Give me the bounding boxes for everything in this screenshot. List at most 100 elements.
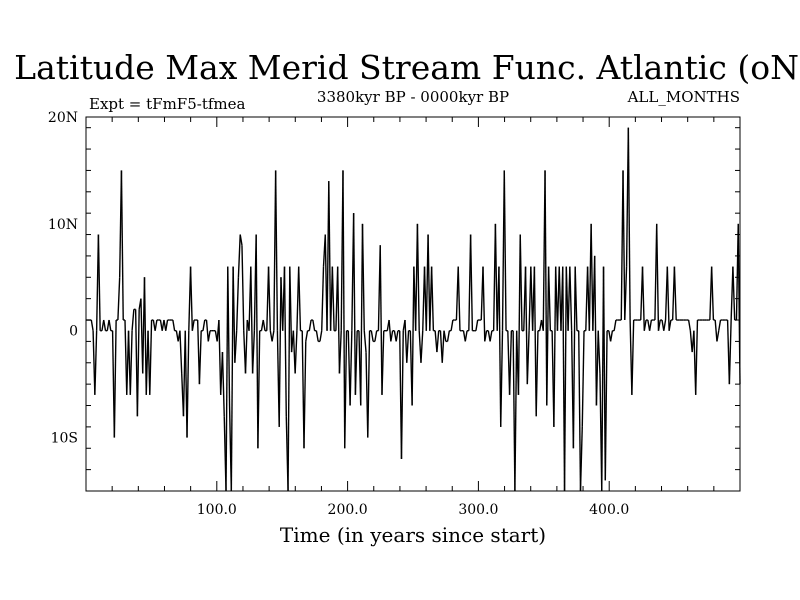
series-segment	[489, 330, 493, 342]
series-segment	[590, 223, 594, 331]
series-segment	[533, 266, 537, 417]
series-segment	[718, 319, 722, 331]
y-tick-label: 10S	[51, 431, 78, 447]
series-segment	[367, 330, 371, 438]
series-segment	[514, 330, 518, 492]
series-segment	[227, 266, 231, 406]
series-segment	[165, 319, 169, 331]
series-segment	[643, 319, 647, 331]
series-segment	[446, 330, 451, 342]
series-segment	[648, 319, 653, 331]
series-segment	[663, 319, 667, 331]
series-segment	[406, 330, 410, 363]
series-segment	[149, 320, 153, 395]
series-segment	[450, 319, 454, 331]
series-segment	[519, 234, 523, 331]
series-segment	[657, 319, 661, 331]
series-segment	[207, 330, 211, 342]
series-segment	[239, 234, 243, 246]
y-tick-label: 20N	[48, 110, 78, 126]
series-segment	[569, 266, 573, 331]
series-segment	[379, 245, 383, 395]
y-tick-label: 10N	[48, 217, 78, 233]
series-segment	[287, 266, 291, 492]
series-segment	[338, 330, 342, 374]
series-segment	[535, 330, 539, 417]
series-segment	[136, 309, 140, 417]
series-segment	[593, 255, 598, 406]
series-segment	[381, 330, 385, 395]
series-segment	[321, 266, 325, 331]
series-segment	[108, 319, 112, 331]
series-segment	[342, 170, 346, 449]
series-segment	[129, 330, 133, 395]
series-segment	[482, 266, 486, 342]
series-segment	[563, 266, 568, 492]
series-segment	[544, 170, 548, 406]
series-segment	[464, 330, 468, 342]
series-segment	[235, 277, 240, 331]
series-segment	[475, 319, 479, 331]
series-segment	[198, 330, 202, 385]
x-tick-label: 200.0	[328, 502, 368, 518]
series-segment	[694, 320, 699, 395]
series-segment	[319, 330, 323, 342]
series-segment	[120, 170, 124, 321]
series-segment	[641, 266, 645, 331]
x-axis-label: Time (in years since start)	[280, 523, 546, 547]
series-segment	[303, 341, 307, 449]
series-segment	[597, 330, 601, 374]
series-segment	[308, 319, 312, 331]
series-segment	[457, 266, 461, 331]
series-segment	[250, 266, 254, 374]
series-segment	[251, 330, 256, 374]
series-segment	[732, 266, 736, 321]
series-segment	[312, 319, 316, 331]
series-segment	[205, 319, 209, 342]
series-segment	[154, 319, 158, 331]
series-segment	[627, 127, 631, 321]
chart-subtitle-left: Expt = tFmF5-tfmea	[89, 95, 246, 113]
series-segment	[631, 320, 635, 395]
chart-subtitle-center: 3380kyr BP - 0000kyr BP	[317, 88, 509, 106]
series-segment	[581, 330, 585, 427]
series-segment	[294, 330, 298, 374]
series-segment	[416, 223, 420, 331]
series-segment	[305, 330, 309, 342]
series-segment	[595, 330, 599, 406]
series-segment	[526, 330, 530, 385]
chart-subtitle-right: ALL_MONTHS	[627, 88, 740, 106]
series-segment	[668, 319, 672, 331]
plot-area	[86, 127, 741, 492]
series-segment	[604, 330, 608, 481]
series-segment	[278, 277, 282, 427]
series-segment	[297, 266, 302, 331]
series-segment	[503, 170, 507, 331]
series-segment	[274, 170, 279, 331]
series-segment	[673, 266, 677, 321]
series-segment	[113, 320, 117, 438]
series-segment	[97, 234, 101, 331]
series-segment	[572, 266, 576, 449]
series-segment	[716, 330, 720, 342]
series-segment	[411, 266, 415, 406]
x-tick-label: 400.0	[589, 502, 629, 518]
series-segment	[656, 223, 660, 331]
series-segment	[255, 234, 259, 449]
series-segment	[354, 330, 358, 395]
series-segment	[578, 330, 582, 492]
series-segment	[103, 319, 107, 331]
series-segment	[484, 330, 488, 342]
chart-title: Latitude Max Merid Stream Func. Atlantic…	[14, 48, 800, 87]
series-segment	[714, 319, 718, 342]
series-segment	[244, 320, 248, 374]
series-segment	[230, 266, 234, 492]
series-segment	[441, 330, 445, 363]
series-segment	[131, 309, 135, 331]
series-segment	[494, 223, 498, 331]
series-segment	[395, 330, 399, 342]
series-segment	[469, 234, 474, 331]
y-tick-label: 0	[69, 324, 78, 340]
series-segment	[498, 266, 502, 427]
